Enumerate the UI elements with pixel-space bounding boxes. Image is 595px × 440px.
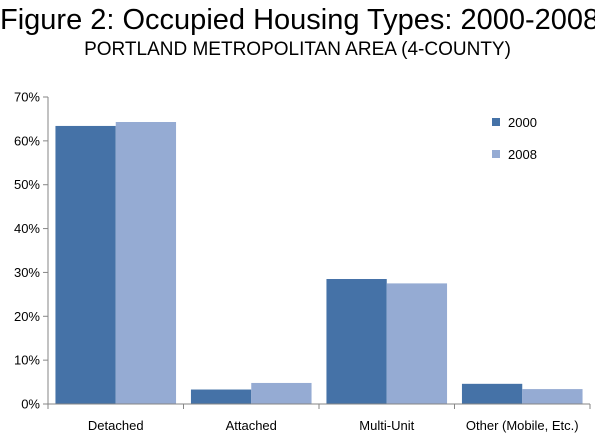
y-tick-label: 70% xyxy=(14,90,40,105)
bar-2008-other-mobile-etc xyxy=(522,389,583,404)
bar-2000-multi-unit xyxy=(326,279,387,404)
legend-swatch-2008 xyxy=(492,150,500,158)
bar-2000-detached xyxy=(55,125,116,405)
y-tick-label: 50% xyxy=(14,177,40,192)
bar-2000-other-mobile-etc xyxy=(461,383,523,404)
chart-subtitle: PORTLAND METROPOLITAN AREA (4-COUNTY) xyxy=(84,39,511,60)
y-tick-label: 20% xyxy=(14,309,40,324)
x-tick-label: Multi-Unit xyxy=(359,418,414,433)
x-tick-label: Detached xyxy=(88,418,144,433)
x-tick-label: Attached xyxy=(226,418,277,433)
x-tick-label: Other (Mobile, Etc.) xyxy=(466,418,579,433)
bars xyxy=(55,121,583,405)
bar-2000-attached xyxy=(190,389,252,404)
bar-2008-attached xyxy=(251,382,312,404)
y-axis: 0% 10% 20% 30% 40% 50% 60% 70% xyxy=(14,90,49,412)
y-tick-label: 10% xyxy=(14,353,40,368)
chart-title: Figure 2: Occupied Housing Types: 2000-2… xyxy=(0,4,595,36)
legend-label-2008: 2008 xyxy=(508,147,537,162)
legend-label-2000: 2000 xyxy=(508,115,537,130)
bar-2008-multi-unit xyxy=(386,283,448,404)
y-tick-label: 60% xyxy=(14,133,40,148)
legend-swatch-2000 xyxy=(492,118,500,126)
y-tick-label: 0% xyxy=(21,397,40,412)
legend: 2000 2008 xyxy=(492,115,537,162)
x-axis: Detached Attached Multi-Unit Other (Mobile,… xyxy=(47,403,591,433)
bar-2008-detached xyxy=(115,121,177,405)
y-tick-label: 30% xyxy=(14,265,40,280)
y-tick-label: 40% xyxy=(14,221,40,236)
